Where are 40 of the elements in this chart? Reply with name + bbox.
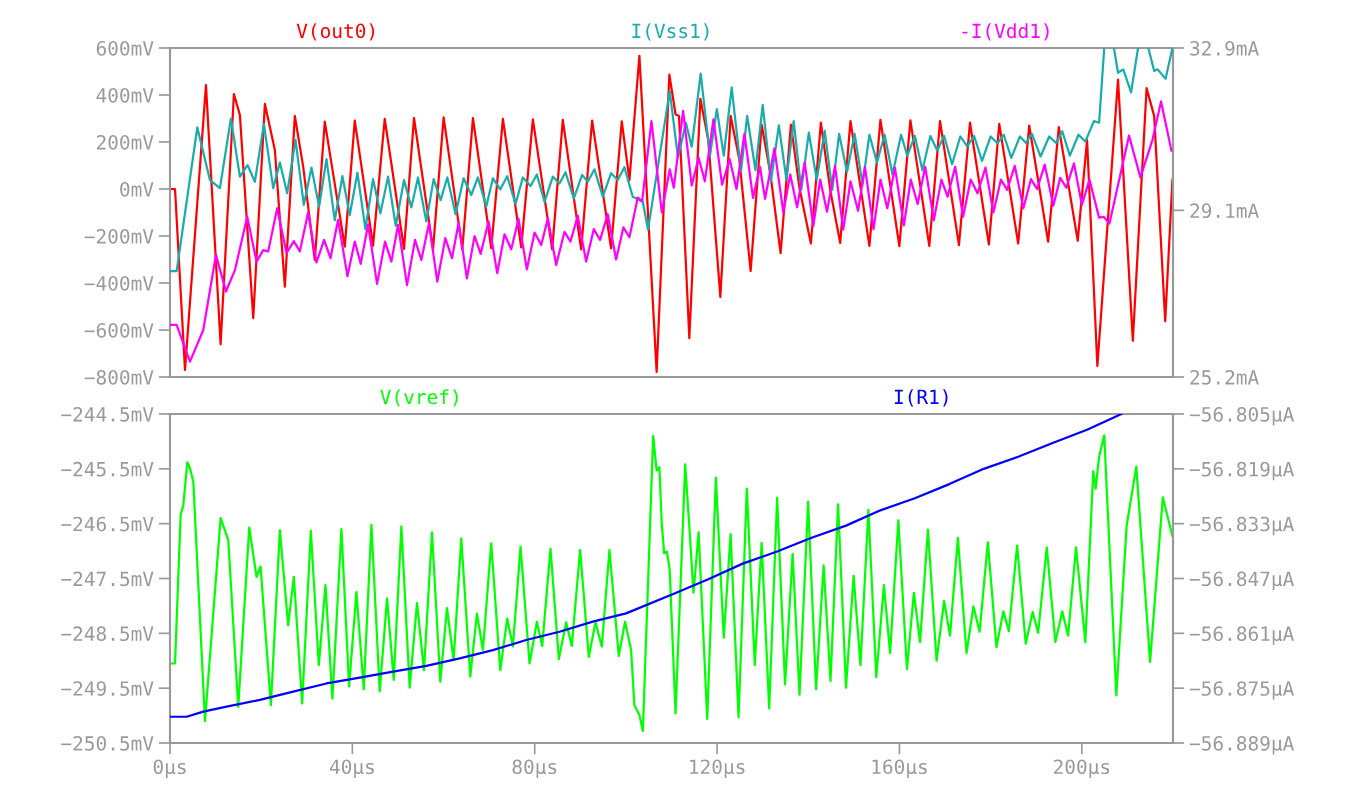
y2-tick-label: −56.805µA <box>1189 407 1294 426</box>
x-tick-label: 40µs <box>329 759 374 778</box>
x-tick-label: 80µs <box>512 759 557 778</box>
y2-tick-label: −56.861µA <box>1189 626 1294 645</box>
x-tick-label: 200µs <box>1054 759 1110 778</box>
y2-tick-label: −56.847µA <box>1189 571 1294 590</box>
y-tick-label: −246.5mV <box>61 516 154 532</box>
y-tick-label: −600mV <box>84 323 154 338</box>
y-tick-label: −249.5mV <box>61 681 154 696</box>
y2-tick-label: −56.889µA <box>1189 736 1294 755</box>
y-tick-label: −245.5mV <box>61 461 154 477</box>
line-series <box>170 434 1173 733</box>
y2-tick-label: −56.819µA <box>1189 461 1294 481</box>
y-tick-label: −248.5mV <box>61 626 154 642</box>
x-tick-label: 0µs <box>153 759 186 778</box>
y-tick-label: 0mV <box>120 182 154 197</box>
y2-tick-label: 25.2mA <box>1190 370 1259 385</box>
series-label: I(Vss1) <box>632 23 709 41</box>
y2-tick-label: 29.1mA <box>1190 203 1259 219</box>
x-tick-label: 120µs <box>690 759 745 778</box>
y-tick-label: −200mV <box>84 229 154 244</box>
text: V(out0) <box>296 23 375 41</box>
y-tick-label: −250.5mV <box>61 736 154 751</box>
line-series <box>170 100 1173 363</box>
text: V(vref) <box>380 389 458 407</box>
y-tick-label: 400mV <box>96 88 154 103</box>
line-series <box>170 414 1123 718</box>
y-tick-label: −247.5mV <box>61 571 154 587</box>
y-tick-label: −800mV <box>84 370 154 385</box>
y2-tick-label: −56.833µA <box>1189 516 1294 536</box>
x-tick-label: 160µs <box>872 759 927 778</box>
y2-tick-label: 32.9mA <box>1190 41 1259 56</box>
text: -I(Vdd1) <box>962 23 1049 41</box>
y-tick-label: 200mV <box>96 135 154 150</box>
text: I(R1) <box>894 389 948 407</box>
y-tick-label: −244.5mV <box>61 407 154 422</box>
y2-tick-label: −56.875µA <box>1189 681 1294 700</box>
y-tick-label: 600mV <box>96 41 154 56</box>
line-series <box>170 54 1173 373</box>
y-tick-label: −400mV <box>84 276 154 291</box>
